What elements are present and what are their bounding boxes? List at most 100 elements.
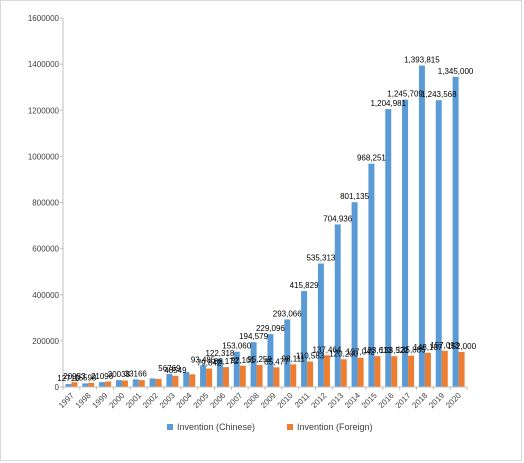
x-tick-label: 2015 — [360, 391, 379, 410]
legend-swatch-foreign — [287, 424, 293, 430]
data-label-chinese: 1,393,815 — [404, 56, 440, 65]
bar-foreign-2005 — [206, 368, 213, 387]
bar-chinese-2012 — [317, 263, 324, 387]
data-label-foreign: 98,111 — [282, 354, 306, 363]
legend: Invention (Chinese) Invention (Foreign) — [167, 422, 373, 432]
bar-chinese-2016 — [385, 109, 392, 387]
bar-chinese-2003 — [166, 373, 173, 387]
bar-foreign-2017 — [408, 355, 415, 387]
bar-chinese-2009 — [267, 334, 274, 387]
data-label-foreign: 85,477 — [264, 357, 289, 366]
data-label-chinese: 1,204,981 — [370, 99, 406, 108]
x-tick-label: 1998 — [74, 391, 93, 410]
data-label-foreign: 120,200 — [329, 349, 358, 358]
bar-chinese-2010 — [284, 319, 291, 387]
bar-foreign-2015 — [374, 356, 381, 387]
bar-foreign-2004 — [189, 374, 196, 387]
bar-chinese-2017 — [402, 99, 409, 387]
y-tick-label: 1600000 — [28, 14, 60, 23]
bar-chinese-2018 — [418, 65, 425, 387]
bar-chinese-2015 — [368, 163, 375, 387]
bar-chinese-2001 — [132, 379, 139, 387]
x-tick-label: 2011 — [293, 391, 312, 410]
bar-foreign-1999 — [105, 381, 112, 387]
data-label-chinese: 122,318 — [205, 349, 234, 358]
x-tick-label: 2007 — [225, 391, 244, 410]
bar-foreign-2020 — [458, 351, 465, 387]
y-axis: 0 200000 400000 600000 800000 1000000 1200000 1… — [28, 14, 64, 392]
bar-chinese-2011 — [301, 291, 308, 387]
bar-chinese-2004 — [183, 372, 190, 387]
data-label-foreign: 110,583 — [296, 351, 325, 360]
x-tick-label: 2012 — [309, 391, 328, 410]
bar-foreign-2019 — [441, 350, 448, 387]
data-label-chinese: 801,135 — [340, 192, 369, 201]
bar-chinese-1998 — [82, 383, 89, 387]
x-tick-label: 2017 — [394, 391, 413, 410]
bar-chinese-2019 — [435, 100, 442, 387]
bar-chinese-1999 — [99, 382, 106, 387]
bar-foreign-2016 — [391, 356, 398, 387]
data-label-chinese: 21096 — [91, 372, 114, 381]
bar-foreign-2008 — [256, 365, 263, 387]
x-tick-label: 2004 — [175, 391, 194, 410]
data-label-chinese: 704,936 — [323, 214, 352, 223]
bar-foreign-2002 — [155, 378, 162, 387]
x-tick-label: 1997 — [57, 391, 76, 410]
x-tick-label: 2008 — [242, 391, 261, 410]
data-label-foreign: 79,842 — [197, 359, 222, 368]
y-tick-label: 400000 — [32, 291, 59, 300]
x-tick-label: 2000 — [107, 391, 126, 410]
data-label-chinese: 194,579 — [239, 332, 268, 341]
x-tick-label: 2016 — [377, 391, 396, 410]
x-tick-label: 2020 — [444, 391, 463, 410]
data-label-chinese: 1,345,000 — [438, 67, 474, 76]
data-label-foreign: 95,259 — [247, 355, 272, 364]
y-tick-label: 1400000 — [28, 60, 60, 69]
data-label-chinese: 415,829 — [290, 281, 319, 290]
data-label-foreign: 157,093 — [430, 341, 459, 350]
data-label-chinese: 293,066 — [273, 309, 302, 318]
data-label-foreign: 133,522 — [380, 346, 409, 355]
data-label-foreign: 152,000 — [447, 342, 476, 351]
bar-foreign-2013 — [340, 359, 347, 387]
x-tick-label: 2003 — [158, 391, 177, 410]
bar-foreign-2003 — [172, 375, 179, 387]
bar-foreign-2007 — [239, 365, 246, 387]
data-label-chinese: 968,251 — [357, 154, 386, 163]
x-axis: 1997199819992000200120022003200420052006… — [57, 386, 468, 410]
x-tick-label: 2001 — [124, 391, 143, 410]
bar-foreign-2011 — [307, 361, 314, 387]
data-label-chinese: 153,060 — [222, 342, 251, 351]
x-tick-label: 2014 — [343, 391, 362, 410]
data-label-chinese: 1,245,709 — [387, 90, 423, 99]
data-label-foreign: 137,464 — [312, 345, 341, 354]
y-tick-label: 1200000 — [28, 106, 60, 115]
x-tick-label: 2019 — [427, 391, 446, 410]
bar-chinese-2008 — [250, 342, 257, 387]
bar-foreign-2014 — [357, 357, 364, 387]
y-tick-label: 600000 — [32, 245, 59, 254]
y-tick-label: 800000 — [32, 199, 59, 208]
bars — [65, 65, 465, 387]
bar-foreign-1998 — [88, 382, 95, 387]
data-label-chinese: 229,096 — [256, 324, 285, 333]
data-label-foreign: 148,187 — [413, 343, 442, 352]
data-label-chinese: 535,313 — [306, 254, 335, 263]
bar-chinese-2002 — [149, 378, 156, 387]
data-label-chinese: 93,485 — [191, 355, 216, 364]
data-label-foreign: 127,042 — [346, 348, 375, 357]
bar-chinese-1997 — [65, 384, 72, 387]
bar-foreign-2001 — [138, 380, 145, 387]
y-tick-label: 0 — [55, 383, 60, 392]
data-label-foreign: 92,101 — [231, 356, 256, 365]
y-tick-label: 1000000 — [28, 152, 60, 161]
x-tick-label: 2006 — [208, 391, 227, 410]
bar-chinese-2013 — [334, 224, 341, 387]
x-tick-label: 2013 — [326, 391, 345, 410]
bar-chinese-2006 — [216, 358, 223, 387]
bar-foreign-2006 — [222, 367, 229, 387]
data-label-chinese: 33166 — [125, 369, 148, 378]
